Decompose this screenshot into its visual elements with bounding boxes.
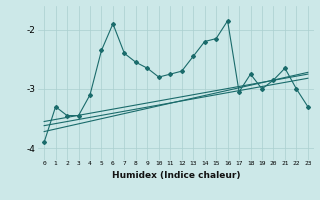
X-axis label: Humidex (Indice chaleur): Humidex (Indice chaleur): [112, 171, 240, 180]
